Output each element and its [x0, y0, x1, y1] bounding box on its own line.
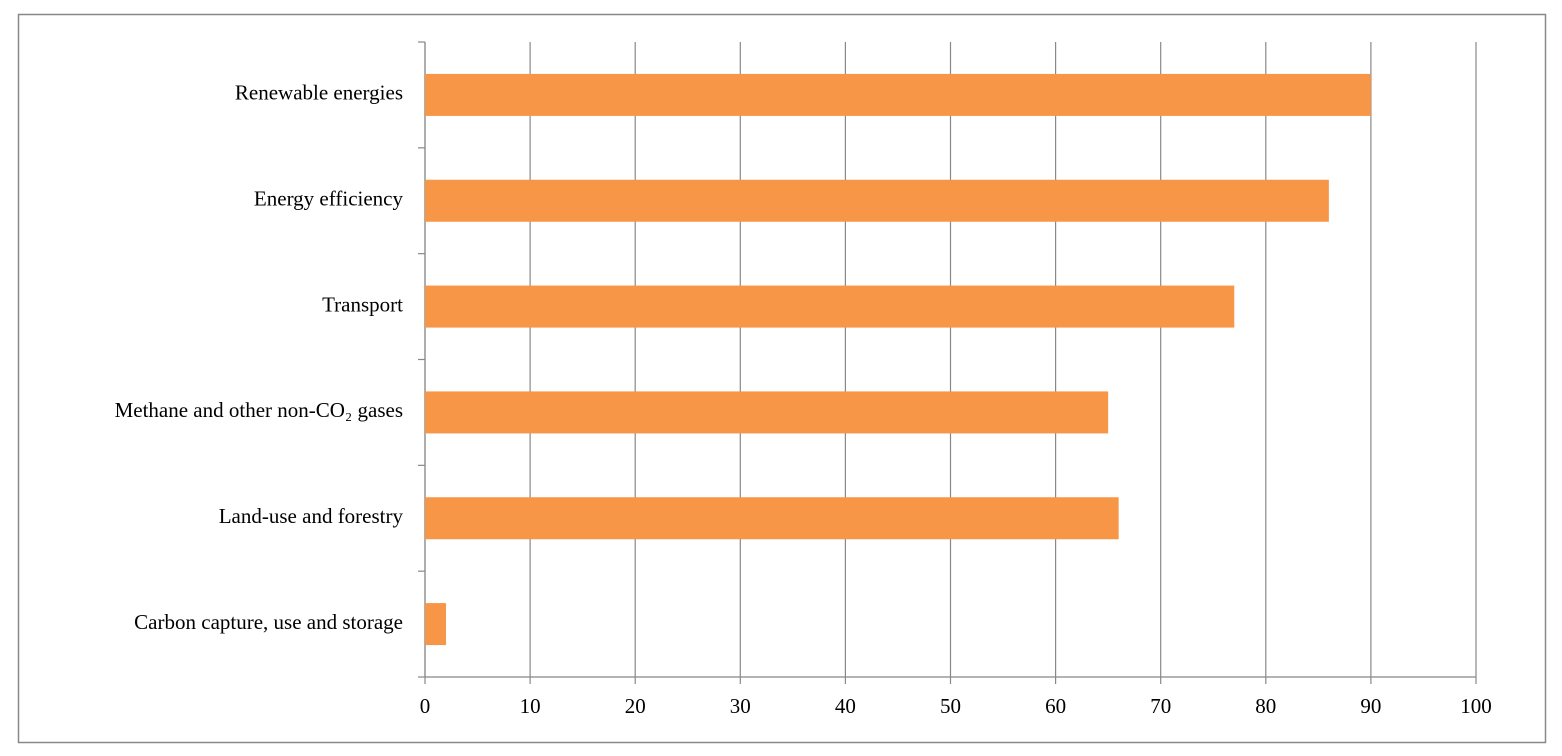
x-tick-label: 40: [835, 694, 856, 718]
x-tick-label: 100: [1460, 694, 1492, 718]
bar: [425, 497, 1119, 540]
x-tick-label: 0: [420, 694, 431, 718]
bar: [425, 73, 1371, 116]
x-tick-label: 60: [1045, 694, 1066, 718]
x-tick-label: 80: [1255, 694, 1276, 718]
chart-border: [17, 13, 1547, 744]
x-tick-label: 10: [520, 694, 541, 718]
y-tick-label: Energy efficiency: [254, 187, 404, 211]
y-tick-label: Land-use and forestry: [219, 504, 404, 528]
bar: [425, 179, 1329, 222]
x-tick-label: 50: [940, 694, 961, 718]
bar: [425, 285, 1235, 328]
bar: [425, 603, 447, 646]
x-tick-label: 30: [730, 694, 751, 718]
bar: [425, 391, 1109, 434]
x-tick-label: 20: [625, 694, 646, 718]
x-tick-label: 70: [1150, 694, 1171, 718]
y-tick-label: Renewable energies: [235, 81, 403, 105]
y-tick-label: Carbon capture, use and storage: [134, 610, 403, 634]
y-tick-label: Methane and other non-CO₂ gases: [115, 398, 403, 422]
y-tick-label: Transport: [322, 292, 403, 316]
x-tick-label: 90: [1360, 694, 1381, 718]
